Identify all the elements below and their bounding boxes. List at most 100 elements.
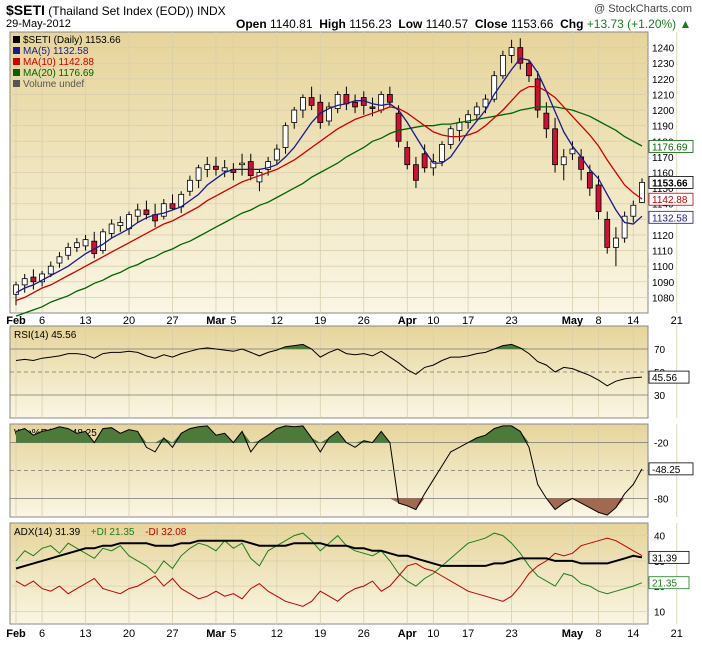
x-tick-label: 26 (358, 315, 370, 327)
candle-up (621, 215, 628, 239)
x-tick-label: 10 (427, 315, 439, 327)
candle-down (595, 184, 602, 212)
x-tick-label: 14 (627, 315, 639, 327)
price-legend-item: MA(20) 1176.69 (23, 68, 94, 79)
close-value: 1153.66 (510, 17, 554, 31)
adx-value-label-box (648, 576, 690, 590)
ma10-line (15, 85, 643, 302)
candle-down (369, 106, 376, 109)
x-tick-label: May (562, 315, 584, 327)
symbol-name: (Thailand Set Index (EOD)) (48, 4, 194, 18)
chart-date: 29-May-2012 (6, 18, 71, 30)
x-tick-label: 6 (39, 315, 45, 327)
exchange: INDX (196, 4, 226, 18)
price-y-tick-label: 1080 (652, 293, 675, 304)
open-label: Open (236, 17, 267, 31)
price-value-label: 1153.66 (652, 178, 688, 189)
candle-up (221, 167, 228, 172)
x-tick-label: 13 (79, 628, 91, 640)
candle-up (334, 94, 341, 109)
candle-up (465, 114, 472, 123)
credit: @ StockCharts.com (594, 3, 692, 15)
candle-up (56, 256, 63, 264)
candle-up (291, 109, 298, 123)
low-value: 1140.57 (425, 17, 469, 31)
up-arrow-icon: ▲ (679, 17, 692, 31)
rsi-value-label-box (648, 370, 690, 384)
candle-up (630, 204, 637, 217)
candle-down (517, 47, 524, 64)
x-tick-label: 5 (230, 315, 236, 327)
x-tick-label: 19 (314, 315, 326, 327)
x-tick-label: 27 (166, 315, 178, 327)
price-y-tick-label: 1150 (652, 184, 674, 195)
low-label: Low (398, 17, 423, 31)
legend-swatch (13, 80, 20, 87)
candle-up (439, 143, 445, 162)
x-tick-label: 6 (39, 628, 45, 640)
price-y-tick-label: 1110 (652, 247, 673, 258)
candle-down (143, 209, 150, 216)
x-tick-label: 23 (505, 315, 517, 327)
price-y-tick-label: 1230 (652, 59, 675, 70)
legend-swatch (13, 36, 20, 43)
panel-4-background (9, 522, 649, 625)
candle-up (108, 223, 115, 234)
candle-up (265, 161, 272, 170)
candle-up (256, 172, 263, 183)
candle-down (247, 161, 254, 177)
price-y-tick-label: 1240 (652, 44, 675, 55)
x-tick-label: Feb (6, 315, 26, 327)
candle-down (413, 164, 419, 181)
x-tick-label: 23 (505, 628, 517, 640)
price-legend-item: Volume undef (23, 79, 84, 90)
x-tick-label: 5 (230, 628, 236, 640)
close-label: Close (474, 17, 508, 31)
legend-swatch (13, 58, 20, 65)
x-tick-label: Apr (398, 315, 418, 327)
price-y-tick-label: 1090 (652, 278, 675, 289)
x-tick-label: 20 (123, 315, 135, 327)
candle-up (473, 106, 480, 116)
candle-up (117, 222, 124, 226)
candle-up (239, 162, 245, 166)
minus-di-line (15, 537, 643, 607)
wr-y-tick-label: -80 (654, 494, 669, 505)
rsi-value-label: 45.56 (652, 373, 677, 384)
price-y-tick-label: 1190 (652, 122, 674, 133)
adx-value-label: 21.35 (652, 579, 677, 590)
candle-down (30, 276, 37, 283)
chg-value: +13.73 (+1.20%) (586, 17, 677, 31)
x-tick-label: 13 (79, 315, 91, 327)
x-tick-label: 8 (595, 315, 601, 327)
x-tick-label: 19 (314, 628, 326, 640)
x-tick-label: 20 (123, 628, 135, 640)
candle-up (39, 273, 45, 283)
candle-up (569, 148, 576, 155)
candle-up (508, 47, 515, 56)
x-tick-label: 10 (427, 628, 439, 640)
candle-down (213, 165, 219, 170)
x-tick-label: 17 (462, 315, 474, 327)
x-tick-label: 8 (595, 628, 601, 640)
candle-up (204, 164, 211, 170)
legend-swatch (13, 69, 20, 76)
candle-up (282, 125, 289, 148)
rsi-y-tick-label: 30 (654, 391, 666, 402)
candle-up (195, 167, 202, 181)
price-y-tick-label: 1100 (652, 262, 674, 273)
high-value: 1156.23 (349, 17, 392, 31)
candle-down (586, 172, 593, 189)
rsi-title: RSI(14) 45.56 (14, 330, 77, 341)
candle-up (499, 55, 506, 77)
wr-line (15, 425, 643, 516)
candle-up (13, 284, 19, 295)
candle-down (421, 153, 428, 169)
x-tick-label: 21 (671, 315, 683, 327)
x-tick-label: Feb (6, 628, 26, 640)
x-tick-label: 26 (358, 628, 370, 640)
price-y-tick-label: 1220 (652, 75, 675, 86)
wr-value-label: -48.25 (652, 465, 681, 476)
candle-up (326, 106, 332, 122)
wr-overbought-fill (16, 425, 642, 443)
